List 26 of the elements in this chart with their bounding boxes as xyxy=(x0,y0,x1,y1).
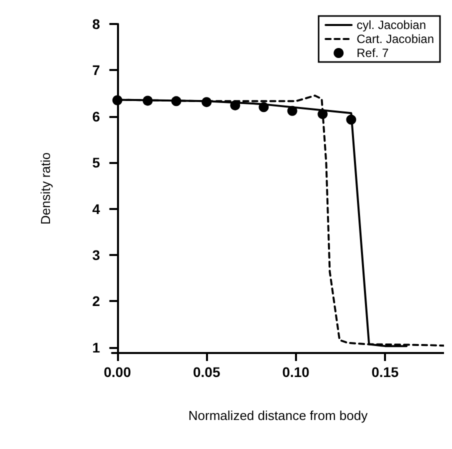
x-tick-label: 0.10 xyxy=(282,364,310,380)
point xyxy=(258,102,269,112)
point xyxy=(287,106,298,116)
y-tick-label: 1 xyxy=(92,339,100,356)
point xyxy=(171,96,182,106)
point xyxy=(346,114,356,125)
legend-label: Cart. Jacobian xyxy=(356,32,434,46)
legend-label: cyl. Jacobian xyxy=(356,18,426,32)
point xyxy=(142,96,153,106)
point xyxy=(202,97,212,108)
y-tick-label: 6 xyxy=(92,108,100,124)
x-tick-label: 0.00 xyxy=(104,364,132,380)
x-tick-label: 0.05 xyxy=(192,364,220,380)
x-tick-label: 0.15 xyxy=(371,364,399,380)
point xyxy=(112,95,122,106)
y-tick-label: 2 xyxy=(92,293,100,310)
y-axis-title: Density ratio xyxy=(38,152,53,225)
x-axis-title: Normalized distance from body xyxy=(188,408,368,423)
y-tick-label: 8 xyxy=(92,16,100,32)
y-tick-label: 7 xyxy=(92,62,100,78)
y-tick-label: 5 xyxy=(92,154,100,171)
y-tick-label: 3 xyxy=(92,247,100,264)
legend-label: Ref. 7 xyxy=(356,46,389,60)
y-tick-label: 4 xyxy=(92,200,100,217)
point xyxy=(318,109,328,120)
point xyxy=(230,100,240,110)
